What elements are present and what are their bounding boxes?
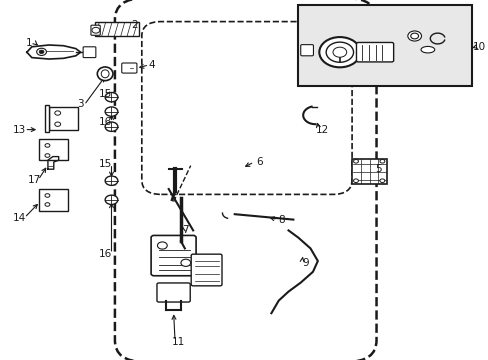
FancyBboxPatch shape [191, 254, 222, 286]
FancyBboxPatch shape [356, 42, 393, 62]
Circle shape [325, 42, 353, 62]
Circle shape [157, 242, 167, 249]
Text: 10: 10 [472, 42, 485, 52]
Circle shape [379, 179, 384, 183]
Text: 9: 9 [302, 258, 308, 268]
Text: 11: 11 [171, 337, 185, 347]
Circle shape [37, 48, 46, 55]
Text: 14: 14 [13, 213, 26, 223]
Polygon shape [48, 157, 59, 169]
Circle shape [45, 154, 50, 157]
Circle shape [45, 203, 50, 206]
Text: 17: 17 [27, 175, 41, 185]
Text: 15: 15 [98, 89, 112, 99]
Circle shape [407, 31, 421, 41]
Text: 12: 12 [315, 125, 329, 135]
Circle shape [332, 47, 346, 57]
Text: 16: 16 [98, 249, 112, 259]
Circle shape [105, 195, 118, 204]
FancyBboxPatch shape [157, 283, 190, 302]
Text: 2: 2 [131, 20, 138, 30]
Bar [298, 5, 471, 86]
Text: 1: 1 [26, 38, 33, 48]
Bar [49, 107, 78, 130]
Text: 13: 13 [13, 125, 26, 135]
Circle shape [92, 27, 100, 33]
Bar [39, 139, 68, 160]
Ellipse shape [97, 67, 113, 81]
Text: 5: 5 [375, 164, 382, 174]
FancyBboxPatch shape [91, 25, 100, 35]
FancyBboxPatch shape [142, 22, 351, 194]
Circle shape [105, 93, 118, 102]
Text: 15: 15 [98, 159, 112, 169]
Circle shape [45, 194, 50, 197]
Text: 4: 4 [148, 60, 155, 70]
Circle shape [55, 111, 61, 115]
Polygon shape [27, 45, 81, 59]
Circle shape [105, 107, 118, 116]
FancyBboxPatch shape [83, 47, 96, 58]
Circle shape [55, 122, 61, 126]
Text: 16: 16 [98, 117, 112, 127]
Bar [39, 189, 68, 211]
Text: 6: 6 [255, 157, 262, 167]
Circle shape [105, 122, 118, 131]
Ellipse shape [420, 46, 434, 53]
Bar [45, 105, 49, 132]
Text: 3: 3 [77, 99, 84, 109]
Circle shape [353, 159, 358, 163]
FancyBboxPatch shape [300, 45, 313, 56]
Bar [351, 159, 386, 184]
FancyBboxPatch shape [151, 235, 196, 276]
Circle shape [105, 176, 118, 185]
Circle shape [39, 50, 44, 54]
Circle shape [45, 144, 50, 147]
Ellipse shape [101, 70, 109, 78]
FancyBboxPatch shape [115, 0, 376, 360]
Circle shape [353, 179, 358, 183]
Circle shape [379, 159, 384, 163]
Circle shape [410, 33, 418, 39]
Bar [95, 22, 139, 36]
Circle shape [319, 37, 360, 67]
Text: 7: 7 [182, 225, 189, 235]
FancyBboxPatch shape [122, 63, 137, 73]
Text: 8: 8 [277, 215, 284, 225]
Circle shape [181, 259, 190, 266]
